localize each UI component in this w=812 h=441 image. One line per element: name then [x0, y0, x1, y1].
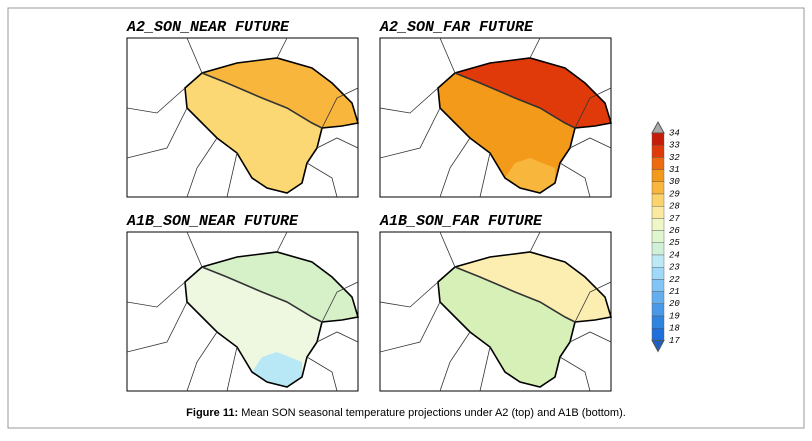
cbar-label: 26	[669, 226, 680, 236]
cbar-cell	[651, 242, 665, 256]
cbar-top	[651, 120, 665, 134]
cbar-label: 22	[669, 275, 680, 285]
caption-text: Mean SON seasonal temperature projection…	[241, 407, 626, 419]
cbar-cell	[651, 303, 665, 317]
cbar-label: 19	[669, 311, 680, 321]
cbar-label: 29	[669, 189, 680, 199]
caption: Figure 11: Mean SON seasonal temperature…	[186, 407, 626, 419]
cbar-cell	[651, 132, 665, 146]
caption-label: Figure 11:	[186, 407, 238, 419]
cbar-cell	[651, 144, 665, 158]
cbar-label: 21	[669, 287, 680, 297]
cbar-label: 33	[669, 141, 680, 151]
cbar-cell	[651, 254, 665, 268]
cbar-label: 31	[669, 165, 680, 175]
map	[126, 231, 359, 392]
cbar-cell	[651, 230, 665, 244]
cbar-label: 32	[669, 153, 680, 163]
cbar-cell	[651, 315, 665, 329]
cbar-label: 34	[669, 128, 680, 138]
cbar-cell	[651, 169, 665, 183]
cbar-label: 20	[669, 299, 680, 309]
cbar-label: 24	[669, 250, 680, 260]
cbar-cell	[651, 157, 665, 170]
map	[379, 37, 612, 198]
panel-title: A2_SON_FAR FUTURE	[379, 19, 534, 36]
panel-title: A1B_SON_FAR FUTURE	[379, 213, 543, 230]
cbar-label: 28	[669, 202, 680, 212]
cbar-bottom	[651, 339, 665, 353]
cbar-label: 17	[669, 336, 680, 346]
cbar-cell	[651, 328, 665, 341]
cbar-cell	[651, 205, 665, 219]
cbar-cell	[651, 218, 665, 231]
cbar-label: 27	[669, 214, 680, 224]
cbar-label: 23	[669, 263, 680, 273]
frame	[7, 7, 805, 429]
map	[126, 37, 359, 198]
cbar-cell	[651, 267, 665, 280]
panel-title: A2_SON_NEAR FUTURE	[126, 19, 290, 36]
cbar-cell	[651, 181, 665, 195]
cbar-cell	[651, 291, 665, 305]
cbar-label: 25	[669, 238, 680, 248]
cbar-cell	[651, 279, 665, 292]
cbar-label: 30	[669, 177, 680, 187]
map	[379, 231, 612, 392]
cbar-label: 18	[669, 324, 680, 334]
panel-title: A1B_SON_NEAR FUTURE	[126, 213, 299, 230]
cbar-cell	[651, 193, 665, 207]
